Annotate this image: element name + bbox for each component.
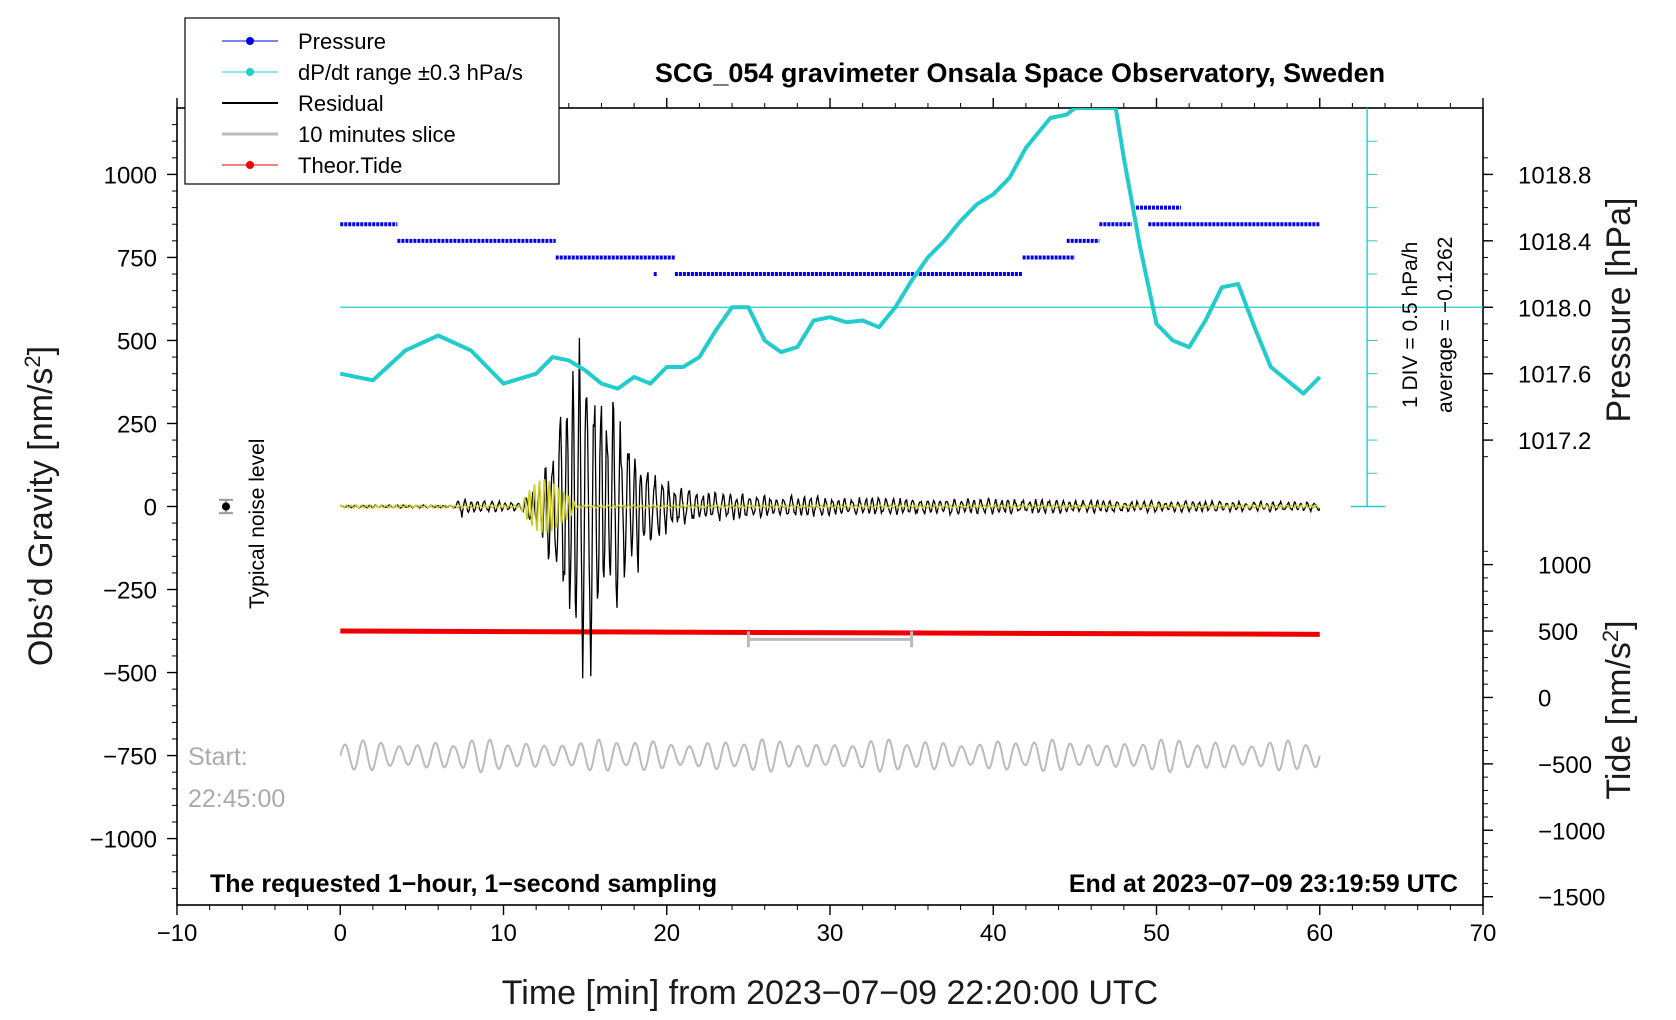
y-left-label-sup: 2 <box>20 355 45 367</box>
x-tick-label: 40 <box>980 920 1007 947</box>
pressure-axis-label: Pressure [hPa] <box>1600 198 1638 423</box>
y-left-tick-label: 0 <box>144 495 157 522</box>
dpdt-trace <box>339 108 1322 396</box>
noise-dot <box>221 502 230 511</box>
theor-tide-layer <box>340 628 1320 637</box>
div-label: 1 DIV = 0.5 hPa/h <box>1399 242 1422 408</box>
x-tick-label: 10 <box>490 920 517 947</box>
x-axis-ticks: −10 0 10 20 30 40 50 60 70 <box>157 98 1497 947</box>
pressure-axis-ticks: 1018.8 1018.4 1018.0 1017.6 1017.2 <box>1483 157 1591 458</box>
bottom-left-note: The requested 1−hour, 1−second sampling <box>210 870 717 898</box>
tide-label-main: Tide [nm/s <box>1600 642 1638 799</box>
tide-line <box>340 628 1320 637</box>
y-left-label-end: ] <box>22 346 60 355</box>
tide-tick-label: 500 <box>1538 619 1578 646</box>
legend-label: 10 minutes slice <box>298 122 456 147</box>
y-left-label-main: Obs’d Gravity [nm/s <box>22 368 60 667</box>
start-label: Start: <box>188 743 248 771</box>
x-axis-label: Time [min] from 2023−07−09 22:20:00 UTC <box>502 974 1158 1012</box>
legend-label: dP/dt range ±0.3 hPa/s <box>298 60 523 85</box>
pressure-tick-label: 1018.8 <box>1518 162 1591 189</box>
ground-shake-layer <box>339 479 1320 534</box>
pressure-tick-label: 1017.2 <box>1518 428 1591 455</box>
x-tick-label: −10 <box>157 920 198 947</box>
y-left-tick-label: −1000 <box>90 827 157 854</box>
legend-label: Residual <box>298 91 384 116</box>
x-tick-label: 0 <box>334 920 347 947</box>
y-left-tick-label: 1000 <box>104 162 157 189</box>
tide-tick-label: 0 <box>1538 685 1551 712</box>
tide-label-end: ] <box>1600 620 1638 629</box>
pressure-tick-label: 1018.0 <box>1518 295 1591 322</box>
legend-swatch-marker <box>246 161 254 169</box>
tide-tick-label: 1000 <box>1538 553 1591 580</box>
x-tick-label: 50 <box>1143 920 1170 947</box>
legend-swatch-marker <box>246 37 254 45</box>
average-label: average = −0.1262 <box>1434 237 1457 413</box>
y-left-tick-label: 500 <box>117 328 157 355</box>
y-left-tick-label: −250 <box>103 578 157 605</box>
chart-title: SCG_054 gravimeter Onsala Space Observat… <box>655 58 1385 88</box>
legend-label: Pressure <box>298 29 386 54</box>
tide-label-sup: 2 <box>1598 630 1623 642</box>
x-tick-label: 30 <box>817 920 844 947</box>
dpdt-layer <box>339 108 1322 396</box>
shake-trace <box>339 479 1320 534</box>
start-time: 22:45:00 <box>188 785 285 813</box>
pressure-layer <box>340 205 1320 277</box>
legend-box <box>184 17 560 185</box>
tide-tick-label: −1500 <box>1538 885 1605 912</box>
dpdt-reference-layer <box>340 108 1483 508</box>
legend: Pressure dP/dt range ±0.3 hPa/s Residual 10… <box>184 17 560 185</box>
noise-level-layer <box>218 498 233 515</box>
tide-tick-label: −1000 <box>1538 818 1605 845</box>
ten-minute-slice-layer <box>339 738 1321 774</box>
x-tick-label: 60 <box>1306 920 1333 947</box>
y-left-axis-ticks: 1000 750 500 250 0 −250 −500 −750 −1000 <box>90 124 177 889</box>
tide-axis-ticks: 1000 500 0 −500 −1000 −1500 <box>1483 550 1605 912</box>
x-tick-label: 20 <box>653 920 680 947</box>
slice-bracket-layer <box>746 631 914 648</box>
y-left-tick-label: −750 <box>103 744 157 771</box>
bottom-right-note: End at 2023−07−09 23:19:59 UTC <box>1069 870 1458 898</box>
legend-label: Theor.Tide <box>298 153 402 178</box>
legend-swatch-marker <box>246 68 254 76</box>
x-tick-label: 70 <box>1470 920 1497 947</box>
pressure-tick-label: 1017.6 <box>1518 362 1591 389</box>
slice-trace <box>339 738 1321 774</box>
y-left-tick-label: 750 <box>117 245 157 272</box>
y-left-tick-label: −500 <box>103 661 157 688</box>
noise-level-label: Typical noise level <box>246 439 269 609</box>
y-left-tick-label: 250 <box>117 411 157 438</box>
pressure-tick-label: 1018.4 <box>1518 229 1591 256</box>
y-left-axis-label: Obs’d Gravity [nm/s2] <box>20 346 60 666</box>
tide-axis-label: Tide [nm/s2] <box>1598 620 1638 799</box>
tide-tick-label: −500 <box>1538 752 1592 779</box>
